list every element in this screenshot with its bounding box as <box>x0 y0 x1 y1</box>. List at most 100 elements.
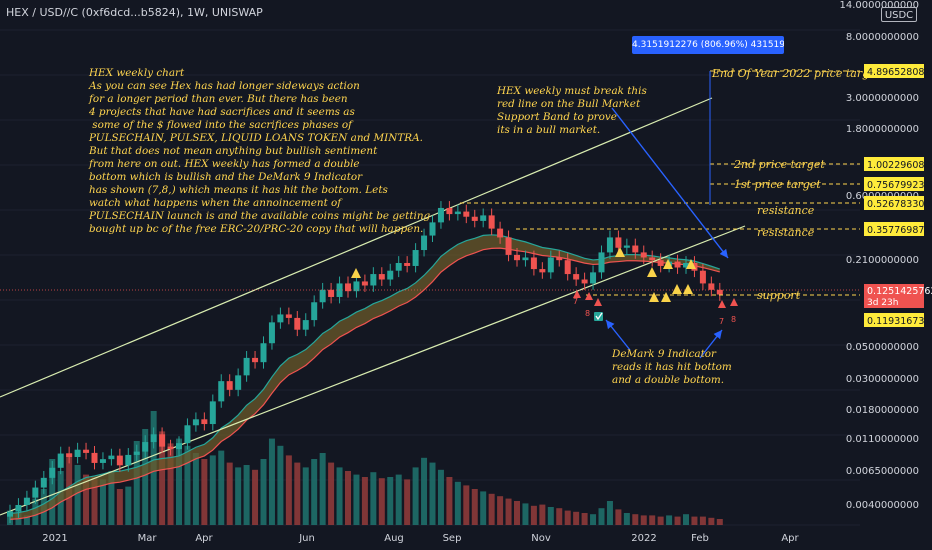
demark-triangle <box>573 290 581 298</box>
volume-bar <box>184 445 191 525</box>
volume-bar <box>311 459 318 525</box>
volume-bar <box>159 431 166 525</box>
warning-triangle <box>686 259 696 269</box>
candle-body <box>176 443 182 450</box>
candle-body <box>99 459 106 463</box>
candle-body <box>260 343 267 363</box>
breakline-arrow <box>611 107 729 259</box>
currency-badge[interactable]: USDC <box>881 7 917 22</box>
volume-bar <box>666 515 673 525</box>
demark-arrow-right <box>699 329 723 359</box>
volume-bar <box>277 445 284 525</box>
price-tick: 1.8000000000 <box>846 124 919 135</box>
volume-bar <box>404 479 411 525</box>
volume-bar <box>699 516 706 525</box>
warning-triangle <box>661 292 671 302</box>
candle-body <box>370 274 377 286</box>
candle-body <box>49 467 56 478</box>
candle-body <box>657 260 664 266</box>
volume-bar <box>361 477 368 525</box>
candle-body <box>446 207 453 215</box>
price-tick: 0.2100000000 <box>846 255 919 266</box>
time-tick: Sep <box>443 533 462 544</box>
candle-body <box>590 272 597 284</box>
candle-body <box>108 455 115 460</box>
candle-body <box>581 279 588 284</box>
candle-body <box>32 487 39 498</box>
level-tag-bg <box>864 222 924 236</box>
demark-count: 8 <box>731 315 736 324</box>
volume-bar <box>353 474 360 525</box>
candle-body <box>378 274 385 280</box>
candle-body <box>649 257 656 261</box>
candle-body <box>530 257 537 270</box>
candle-body <box>192 419 199 426</box>
candle-body <box>83 449 90 453</box>
volume-bar <box>23 515 30 525</box>
volume-bar <box>615 509 622 525</box>
volume-bar <box>674 516 681 525</box>
candle-body <box>556 257 563 261</box>
demark-note: DeMark 9 Indicator reads it has hit bott… <box>612 348 732 386</box>
volume-bar <box>235 467 242 525</box>
measure-tooltip: 4.3151912276 (806.96%) 431519122 76 <box>632 36 784 54</box>
demark-triangle <box>585 292 593 300</box>
eoy-target-label: End Of Year 2022 price target <box>711 67 881 80</box>
time-axis: 2021 Mar Apr Jun Aug Sep Nov 2022 Feb Ap… <box>42 533 799 544</box>
candle-body <box>480 215 487 221</box>
candle-body <box>74 449 81 458</box>
volume-bar <box>209 455 216 525</box>
candle-body <box>159 434 166 447</box>
candle-body <box>454 211 461 215</box>
volume-bar <box>547 507 554 525</box>
target1-label: 1st price target <box>734 178 821 191</box>
candle-body <box>683 263 689 268</box>
candle-body <box>404 263 411 266</box>
price-tick: 0.0110000000 <box>846 434 919 445</box>
demark-count: 7 <box>719 317 724 326</box>
candle-body <box>167 446 174 450</box>
volume-bar <box>590 514 597 525</box>
volume-bar <box>294 462 301 525</box>
candle-body <box>7 511 13 517</box>
level-tag-bg <box>864 177 924 191</box>
volume-bar <box>412 467 419 525</box>
volume-bar <box>683 514 689 525</box>
price-tick-top: 14.0000000000 <box>839 0 919 11</box>
volume-bar <box>497 496 504 525</box>
volume-bar <box>463 485 470 525</box>
candle-body <box>488 215 495 229</box>
demark-count: 8 <box>585 309 590 318</box>
volume-bar <box>606 501 613 525</box>
volume-bar <box>573 511 580 525</box>
volume-bar <box>632 514 639 525</box>
candles <box>7 201 723 524</box>
level-tag: 0.756799239 <box>867 180 930 191</box>
target2-label: 2nd price target <box>733 158 825 171</box>
candle-body <box>497 228 504 238</box>
volume-bar <box>192 453 199 525</box>
symbol-title[interactable]: HEX / USD//C (0xf6dcd...b5824), 1W, UNIS… <box>6 6 263 19</box>
candle-body <box>226 381 233 390</box>
level-tag-bg <box>864 313 924 327</box>
candle-body <box>209 401 216 425</box>
breakline-note: HEX weekly must break this red line on t… <box>497 85 647 136</box>
price-axis: 14.0000000000 8.0000000000 3.0000000000 … <box>839 0 919 511</box>
candle-body <box>429 222 436 236</box>
level-tag: 4.8965280825 <box>867 67 932 78</box>
candle-body <box>505 237 512 255</box>
warning-triangle <box>615 247 625 257</box>
check-icon <box>595 312 603 321</box>
indicator-marks <box>351 247 738 321</box>
volume-bar <box>480 491 487 525</box>
time-tick: Apr <box>195 533 213 544</box>
volume-bar <box>74 465 81 525</box>
candle-body <box>412 250 419 266</box>
warning-triangle <box>672 284 682 294</box>
price-tick: 0.0180000000 <box>846 405 919 416</box>
candle-body <box>716 289 723 295</box>
demark-triangle <box>718 300 726 308</box>
candle-body <box>345 283 351 292</box>
channel-upper <box>0 97 713 398</box>
